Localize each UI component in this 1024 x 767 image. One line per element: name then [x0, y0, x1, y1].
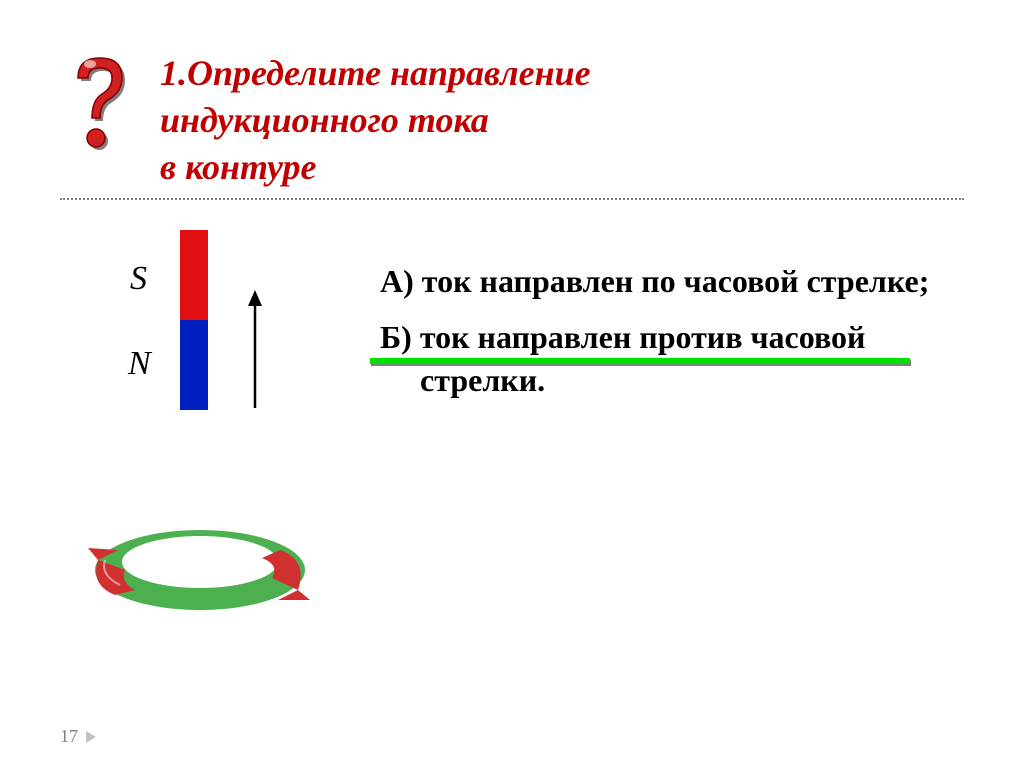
- slide-title: 1.Определите направление индукционного т…: [160, 50, 964, 190]
- magnet-bar: [180, 230, 208, 410]
- content-row: S N: [60, 230, 964, 645]
- divider-dotted: [60, 198, 964, 200]
- answer-a: А) ток направлен по часовой стрелке;: [380, 260, 964, 303]
- question-mark-icon: [60, 50, 140, 160]
- page-triangle-icon: [86, 731, 96, 743]
- title-block: 1.Определите направление индукционного т…: [160, 50, 964, 190]
- page-number: 17: [60, 726, 96, 747]
- magnet-north: [180, 320, 208, 410]
- underline-correct: [370, 358, 910, 364]
- slide-container: 1.Определите направление индукционного т…: [0, 0, 1024, 767]
- title-line-2: индукционного тока: [160, 100, 489, 140]
- magnet-label-s: S: [130, 260, 147, 298]
- header-row: 1.Определите направление индукционного т…: [60, 50, 964, 190]
- answers-block: А) ток направлен по часовой стрелке; Б) …: [380, 230, 964, 645]
- magnet-south: [180, 230, 208, 320]
- title-line-3: в контуре: [160, 147, 317, 187]
- arrow-up-icon: [240, 290, 270, 415]
- magnet-label-n: N: [128, 345, 151, 383]
- diagram-column: S N: [60, 230, 340, 645]
- ring-diagram: [80, 500, 340, 645]
- title-line-1: 1.Определите направление: [160, 53, 591, 93]
- magnet-diagram: S N: [120, 230, 340, 450]
- page-number-value: 17: [60, 726, 78, 747]
